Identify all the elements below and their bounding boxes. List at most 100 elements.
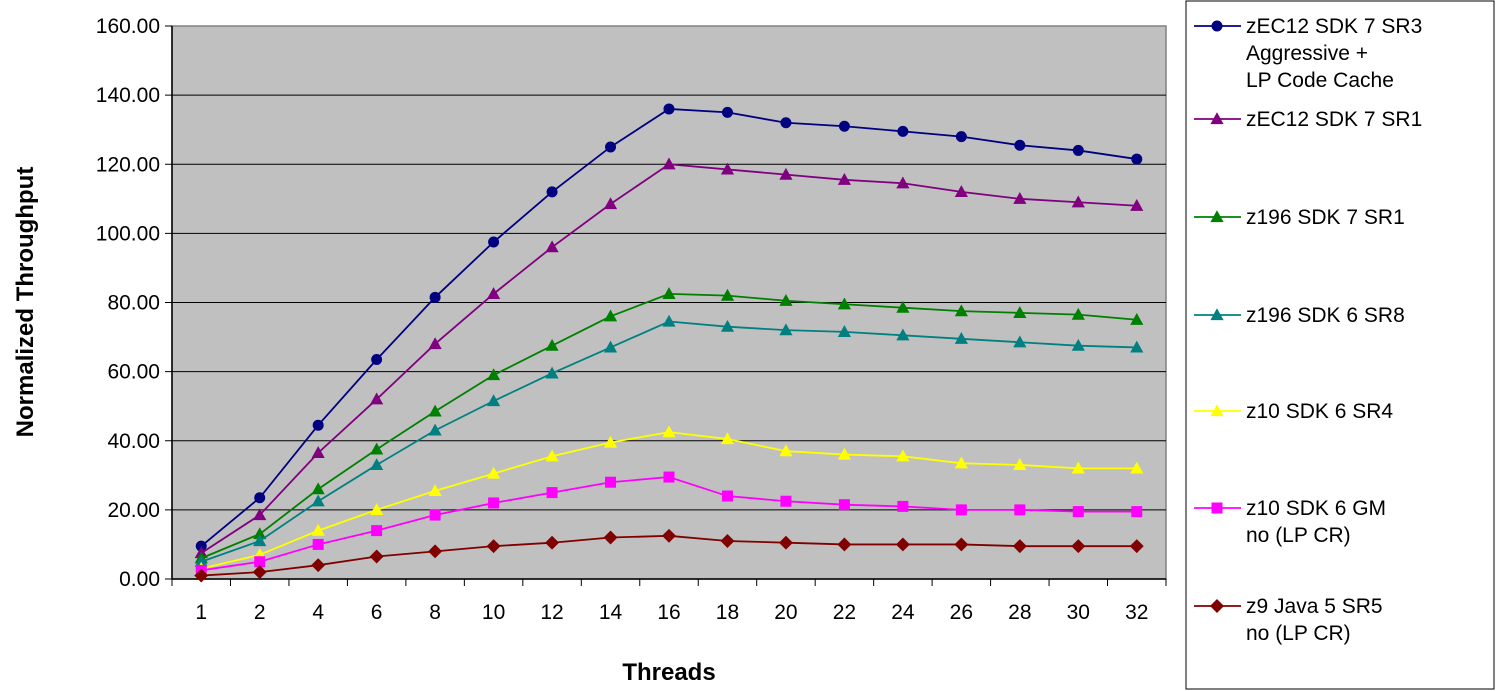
data-point xyxy=(603,197,618,210)
data-point xyxy=(720,162,735,175)
data-point xyxy=(428,423,442,436)
data-point xyxy=(896,328,910,341)
data-point xyxy=(486,394,501,407)
data-point xyxy=(546,186,558,198)
x-tick-label: 2 xyxy=(254,601,266,624)
data-point xyxy=(1014,139,1026,151)
data-point xyxy=(780,117,792,129)
series-3 xyxy=(194,287,1144,564)
legend-label: z196 SDK 6 SR8 xyxy=(1246,304,1405,327)
data-point xyxy=(720,432,735,445)
x-tick-label: 4 xyxy=(312,601,324,624)
data-point xyxy=(1131,506,1143,518)
legend-swatch-marker xyxy=(1210,599,1224,613)
data-point xyxy=(663,103,675,115)
legend-entry: zEC12 SDK 7 SR1 xyxy=(1194,108,1422,131)
x-tick-label: 22 xyxy=(833,601,856,624)
legend-swatch-marker xyxy=(1210,210,1224,223)
series-5 xyxy=(194,425,1144,574)
legend-label: zEC12 SDK 7 SR1 xyxy=(1246,108,1422,131)
data-point xyxy=(779,167,793,180)
data-point xyxy=(720,288,735,301)
data-point xyxy=(1130,461,1144,474)
data-point xyxy=(896,176,910,189)
data-point xyxy=(370,392,384,405)
legend-label: z10 SDK 6 SR4 xyxy=(1246,400,1393,423)
legend-swatch-marker xyxy=(1211,20,1223,32)
data-point xyxy=(1012,539,1027,554)
data-point xyxy=(1013,458,1027,471)
data-point xyxy=(778,535,793,550)
data-point xyxy=(1014,504,1026,516)
data-point xyxy=(311,494,325,507)
legend-entry: z10 SDK 6 GM no (LP CR) xyxy=(1194,497,1386,547)
data-point xyxy=(603,530,618,545)
legend-entry: z10 SDK 6 SR4 xyxy=(1194,400,1393,423)
data-point xyxy=(311,558,326,573)
data-point xyxy=(311,446,325,458)
data-point xyxy=(896,300,910,313)
legend-swatch-marker xyxy=(1210,308,1224,321)
data-point xyxy=(605,476,617,488)
x-tick-label: 26 xyxy=(950,601,973,624)
legend-swatch-marker xyxy=(1210,112,1224,125)
data-point xyxy=(662,528,676,543)
data-point xyxy=(954,304,968,317)
data-point xyxy=(780,495,792,507)
x-tick-label: 6 xyxy=(371,601,383,624)
data-point xyxy=(721,490,733,502)
data-point xyxy=(721,106,733,118)
data-point xyxy=(603,309,618,322)
data-point xyxy=(896,449,910,462)
data-point xyxy=(662,287,676,299)
data-point xyxy=(253,508,267,521)
data-point xyxy=(194,568,209,583)
legend-label: no (LP CR) xyxy=(1246,622,1351,645)
data-point xyxy=(1071,461,1085,474)
data-point xyxy=(370,458,384,471)
x-axis-title: Threads xyxy=(622,659,715,686)
legend-entry: z196 SDK 7 SR1 xyxy=(1194,206,1405,229)
x-tick-labels: 1 2 4 6 8 10 12 14 16 18 20 22 24 26 28 30 32 xyxy=(195,601,1148,624)
data-point xyxy=(546,487,558,499)
legend-box xyxy=(1185,0,1495,690)
series-4 xyxy=(194,314,1144,567)
data-point xyxy=(954,185,968,197)
data-point xyxy=(1071,539,1086,554)
x-tick-label: 18 xyxy=(716,601,739,624)
y-tick-label: 160.00 xyxy=(96,15,160,38)
legend-swatch-marker xyxy=(1210,404,1224,417)
data-point xyxy=(429,291,441,303)
data-point xyxy=(955,131,967,143)
data-point xyxy=(486,539,501,554)
data-point xyxy=(545,449,559,462)
data-point xyxy=(370,503,384,515)
data-point xyxy=(895,537,910,552)
data-point xyxy=(1013,192,1027,204)
data-point xyxy=(1130,313,1144,325)
data-point xyxy=(1072,144,1084,156)
data-point xyxy=(837,325,852,337)
legend-label: Aggressive + xyxy=(1246,42,1368,65)
data-point xyxy=(720,534,735,548)
data-point xyxy=(837,537,852,552)
legend: zEC12 SDK 7 SR3 Aggressive + LP Code Cache… xyxy=(1185,0,1495,690)
data-point xyxy=(605,141,617,153)
y-tick-label: 20.00 xyxy=(107,499,160,522)
y-tick-label: 0.00 xyxy=(119,568,160,591)
legend-label: zEC12 SDK 7 SR3 xyxy=(1246,15,1422,38)
data-point xyxy=(954,537,969,552)
x-tick-label: 1 xyxy=(195,601,207,624)
data-point xyxy=(312,538,324,550)
data-point xyxy=(603,340,618,353)
y-tick-label: 40.00 xyxy=(107,430,160,453)
data-point xyxy=(486,466,501,479)
data-point xyxy=(370,442,384,455)
data-point xyxy=(955,504,967,516)
data-point xyxy=(897,500,909,512)
data-point xyxy=(369,549,384,564)
legend-entry: zEC12 SDK 7 SR3 Aggressive + LP Code Cache xyxy=(1194,15,1422,92)
y-tick-labels: 0.00 20.00 40.00 60.00 80.00 100.00 120.00 140.… xyxy=(96,15,160,591)
y-tick-label: 120.00 xyxy=(96,153,160,176)
legend-label: LP Code Cache xyxy=(1246,69,1394,92)
